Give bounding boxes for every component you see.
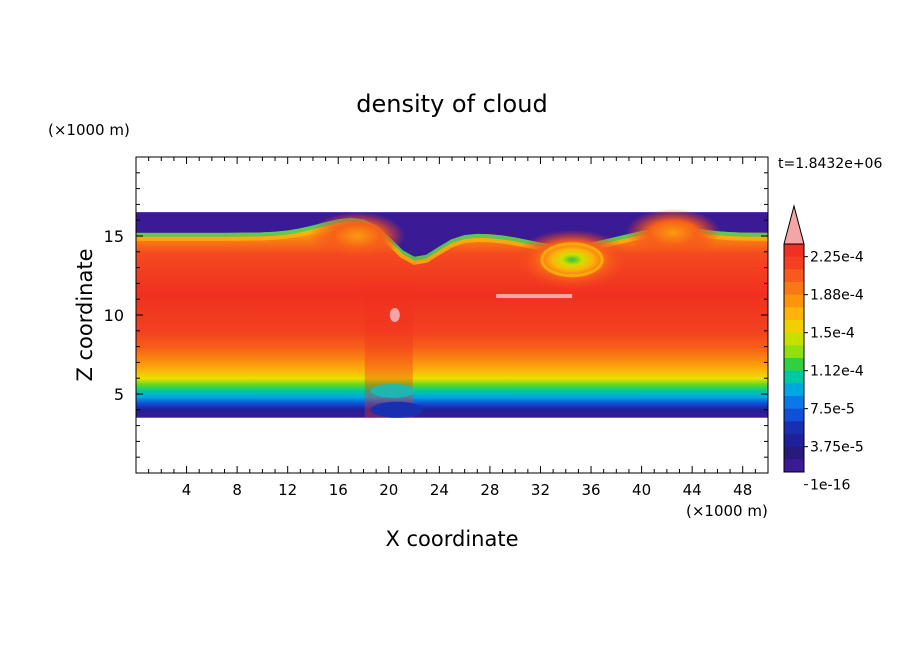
colorbar-label: 3.75e-5 bbox=[810, 440, 864, 456]
turbulent-column-mix bbox=[370, 383, 415, 398]
colorbar-level bbox=[784, 370, 804, 384]
colorbar-level bbox=[784, 282, 804, 296]
colorbar-label: 1.12e-4 bbox=[810, 364, 864, 380]
colorbar-level bbox=[784, 408, 804, 422]
highest-density-patch bbox=[496, 294, 573, 299]
colorbar-label: 1.88e-4 bbox=[810, 288, 864, 304]
density-field bbox=[136, 208, 768, 418]
x-tick-label: 4 bbox=[182, 481, 192, 499]
colorbar-level bbox=[784, 307, 804, 321]
turbulent-column-peak bbox=[389, 308, 400, 322]
colorbar-label: 2.25e-4 bbox=[810, 250, 864, 266]
chart-title: density of cloud bbox=[356, 90, 547, 118]
colorbar-label: 1.5e-4 bbox=[810, 326, 855, 342]
x-tick-label: 16 bbox=[329, 481, 348, 499]
y-tick-label: 15 bbox=[104, 227, 124, 246]
x-tick-label: 44 bbox=[683, 481, 702, 499]
x-tick-label: 40 bbox=[632, 481, 651, 499]
colorbar-extend-arrow bbox=[783, 204, 805, 245]
cloud-top-edge bbox=[136, 212, 768, 257]
y-tick-label: 10 bbox=[104, 306, 124, 325]
y-axis-label: Z coordinate bbox=[73, 248, 97, 381]
x-tick-label: 20 bbox=[379, 481, 398, 499]
y-tick-label: 5 bbox=[114, 385, 124, 404]
colorbar-level bbox=[784, 256, 804, 270]
vortex-feature bbox=[514, 229, 631, 290]
colorbar-label: 7.5e-5 bbox=[810, 402, 855, 418]
colorbar-level bbox=[784, 269, 804, 283]
billow-feature bbox=[625, 208, 722, 257]
colorbar-level bbox=[784, 459, 804, 473]
turbulent-column-base bbox=[370, 401, 423, 418]
billow-feature bbox=[309, 212, 406, 260]
colorbar-level bbox=[784, 396, 804, 410]
colorbar-level bbox=[784, 421, 804, 435]
colorbar-level bbox=[784, 320, 804, 334]
x-unit-label: (×1000 m) bbox=[686, 502, 768, 520]
x-axis-label: X coordinate bbox=[385, 527, 518, 551]
colorbar-level bbox=[784, 345, 804, 359]
colorbar-level bbox=[784, 446, 804, 460]
x-tick-label: 48 bbox=[733, 481, 752, 499]
colorbar-level bbox=[784, 383, 804, 397]
colorbar-label: 1e-16 bbox=[810, 478, 850, 494]
colorbar-level bbox=[784, 332, 804, 346]
colorbar-level bbox=[784, 434, 804, 448]
colorbar-level bbox=[784, 358, 804, 372]
colorbar: 2.25e-4 1.88e-4 1.5e-4 1.12e-4 7.5e-5 3.75e-5… bbox=[783, 204, 864, 494]
x-tick-label: 32 bbox=[531, 481, 550, 499]
y-unit-label: (×1000 m) bbox=[48, 121, 130, 139]
x-tick-label: 8 bbox=[232, 481, 242, 499]
x-tick-label: 24 bbox=[430, 481, 449, 499]
vortex-ring bbox=[540, 242, 604, 278]
colorbar-level bbox=[784, 244, 804, 258]
x-tick-label: 12 bbox=[278, 481, 297, 499]
colorbar-level bbox=[784, 294, 804, 308]
time-label: t=1.8432e+06 bbox=[778, 156, 882, 172]
x-tick-label: 36 bbox=[581, 481, 600, 499]
x-tick-label: 28 bbox=[480, 481, 499, 499]
